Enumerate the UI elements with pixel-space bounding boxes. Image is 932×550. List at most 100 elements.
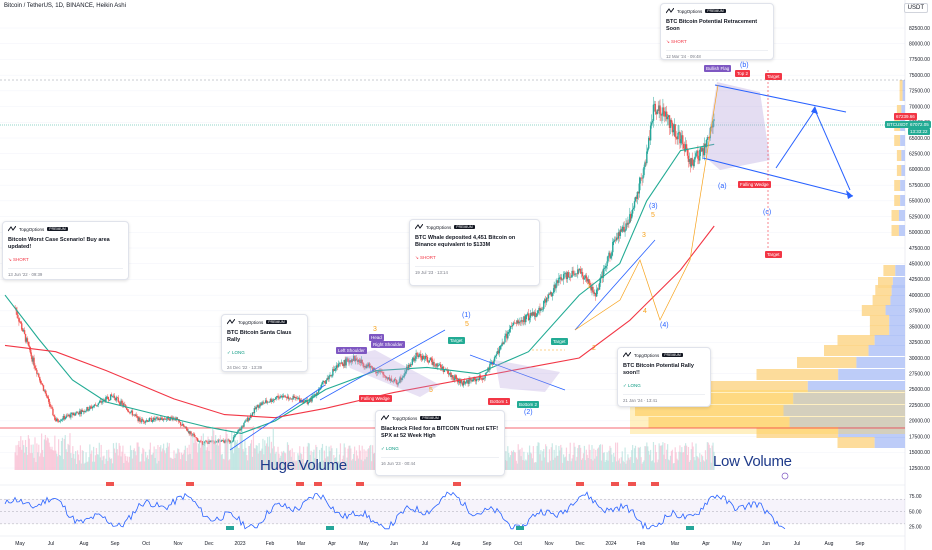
candle	[566, 272, 569, 280]
time-tick: Sep	[856, 541, 865, 547]
candle	[191, 434, 193, 436]
volume-profile-bar	[838, 369, 905, 380]
candle	[418, 355, 420, 358]
candle	[603, 268, 605, 269]
candle	[138, 417, 140, 422]
candle	[658, 105, 660, 111]
volume-bar	[662, 442, 664, 470]
idea-card[interactable]: TopgOptions PREMIUM BTC Bitcoin Potential…	[617, 347, 711, 407]
time-tick: Sep	[111, 541, 120, 547]
volume-bar	[508, 453, 510, 470]
volume-bar	[326, 456, 328, 470]
candle	[490, 362, 492, 365]
candle	[201, 441, 204, 445]
volume-bar	[353, 453, 355, 470]
candle	[531, 312, 534, 316]
candle	[361, 359, 363, 364]
volume-profile-bar	[824, 345, 869, 356]
candle	[128, 412, 131, 413]
volume-bar	[701, 454, 703, 470]
volume-bar	[197, 452, 199, 470]
volume-bar	[568, 453, 570, 470]
volume-bar	[638, 448, 640, 470]
idea-card[interactable]: TopgOptions PREMIUM Blackrock Filed for a…	[375, 410, 505, 476]
volume-bar	[357, 458, 360, 470]
candle	[467, 380, 469, 384]
volume-bar	[614, 456, 616, 470]
volume-bar	[607, 460, 609, 470]
ema-green-line	[4, 143, 715, 434]
volume-bar	[249, 445, 251, 470]
idea-card[interactable]: TopgOptions PREMIUM Bitcoin Worst Case Sc…	[2, 221, 129, 280]
idea-card[interactable]: TopgOptions PREMIUM BTC Bitcoin Potential…	[660, 3, 774, 60]
volume-bar	[666, 449, 668, 470]
rsi-tick: 75.00	[909, 494, 922, 500]
candle	[472, 380, 474, 382]
volume-bar	[141, 453, 143, 470]
volume-bar	[166, 442, 168, 470]
candle	[576, 273, 578, 275]
volume-bar	[632, 444, 634, 470]
candle	[577, 269, 579, 274]
volume-bar	[66, 451, 68, 470]
wave-label: 2	[592, 345, 596, 352]
volume-profile-bar	[896, 105, 902, 116]
candle	[420, 353, 422, 358]
volume-bar	[236, 439, 238, 470]
volume-bar	[367, 449, 369, 470]
volume-bar	[117, 455, 119, 470]
idea-card[interactable]: TopgOptions PREMIUM BTC Whale deposited 4…	[409, 219, 540, 286]
rsi-signal-badge	[226, 526, 234, 530]
wave-label: 3	[642, 232, 646, 239]
candle	[503, 342, 505, 345]
volume-bar	[60, 440, 63, 470]
idea-card[interactable]: TopgOptions PREMIUM BTC Bitcoin Santa Cla…	[221, 314, 308, 372]
volume-bar	[73, 453, 75, 470]
candle	[657, 109, 659, 111]
candle	[22, 330, 25, 332]
huge-volume-annotation: Huge Volume	[260, 457, 347, 474]
premium-badge: PREMIUM	[454, 225, 475, 229]
candle	[561, 278, 564, 280]
volume-bar	[46, 437, 48, 470]
candle	[572, 270, 574, 274]
candle	[31, 356, 33, 362]
volume-bar	[505, 451, 507, 470]
volume-profile-bar	[874, 437, 905, 448]
candle	[306, 399, 309, 404]
candle	[50, 406, 52, 408]
candle	[272, 399, 274, 401]
volume-profile-bar	[635, 405, 784, 416]
projection-path	[775, 108, 851, 191]
volume-bar	[272, 427, 274, 470]
candle	[281, 396, 283, 398]
volume-bar	[231, 431, 233, 470]
volume-bar	[366, 456, 368, 470]
candle	[679, 131, 681, 144]
volume-bar	[281, 451, 283, 470]
volume-bar	[282, 452, 284, 470]
candle	[39, 380, 42, 384]
idea-direction: ✓ LONG	[381, 445, 399, 451]
price-tick: 45000.00	[909, 262, 930, 268]
candle	[271, 400, 274, 402]
volume-profile-bar	[869, 325, 890, 336]
candle	[283, 395, 286, 397]
candle	[596, 288, 599, 290]
volume-bar	[373, 453, 376, 470]
candle	[537, 310, 539, 313]
currency-button[interactable]: USDT	[903, 3, 928, 13]
rsi-signal-badge	[576, 482, 584, 486]
volume-bar	[32, 444, 34, 470]
volume-bar	[42, 456, 45, 470]
volume-bar	[674, 447, 676, 470]
candle	[268, 401, 271, 403]
candle	[278, 397, 280, 399]
candle	[190, 431, 192, 435]
candle	[635, 196, 638, 199]
candle	[616, 237, 619, 239]
candle	[695, 153, 697, 157]
candle	[667, 115, 670, 117]
volume-bar	[536, 445, 538, 470]
volume-bar	[596, 456, 598, 470]
